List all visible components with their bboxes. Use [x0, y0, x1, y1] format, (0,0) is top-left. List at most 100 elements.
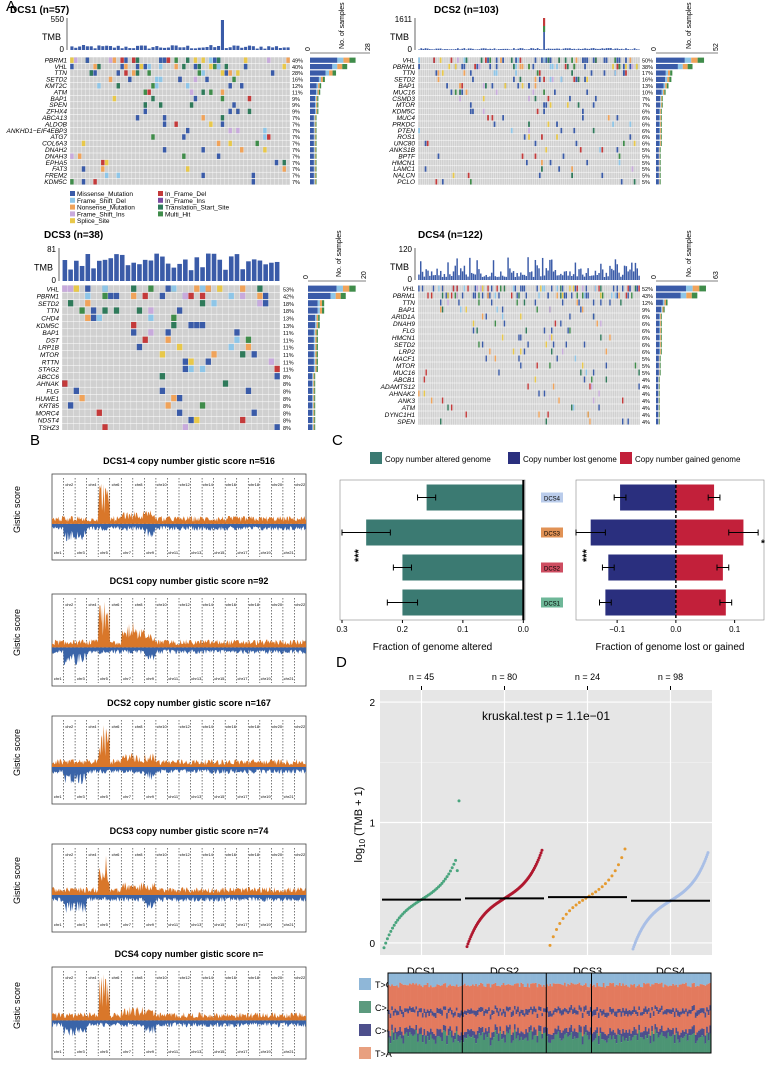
gene-label: MUC16 — [393, 370, 415, 377]
sig-stack-segment — [646, 973, 649, 984]
d-point — [539, 851, 543, 855]
sig-stack-segment — [702, 984, 705, 1009]
mutation-cell — [165, 402, 171, 409]
sig-stack-segment — [670, 1014, 673, 1031]
sig-stack-segment — [644, 1006, 647, 1012]
sig-stack-segment — [476, 1038, 479, 1053]
gene-freq-bar — [330, 292, 336, 299]
sig-stack-segment — [534, 982, 537, 1009]
sig-stack-segment — [507, 1027, 510, 1034]
tmb-bar — [137, 264, 142, 281]
gene-freq-bar — [322, 307, 325, 314]
sig-stack-segment — [617, 1028, 620, 1035]
sig-stack-segment — [408, 1032, 411, 1053]
gene-label: HMCN1 — [392, 160, 415, 167]
mutation-cell — [441, 70, 444, 76]
mutation-cell — [216, 153, 221, 159]
sig-stack-segment — [394, 1012, 397, 1028]
mutation-cell — [232, 102, 236, 108]
sig-stack-segment — [585, 1010, 587, 1025]
mutation-cell — [500, 285, 502, 292]
gene-freq-bar — [314, 115, 316, 121]
sig-stack-segment — [402, 984, 405, 1012]
mutation-cell — [182, 292, 189, 300]
mutation-cell — [527, 383, 529, 390]
tmb-bar — [469, 48, 472, 50]
sig-stack-segment — [410, 973, 413, 985]
sig-stack-segment — [630, 1033, 633, 1041]
d-point — [590, 892, 594, 896]
gene-freq-bar — [314, 179, 316, 185]
mutation-cell — [201, 89, 205, 95]
mutation-cell — [583, 341, 586, 348]
mutation-cell — [158, 57, 163, 63]
gene-freq-bar — [659, 134, 661, 140]
tmb-bar — [114, 254, 119, 281]
gene-label: TTN — [402, 70, 415, 77]
sig-stack-segment — [591, 1011, 594, 1017]
mutation-cell — [584, 57, 586, 63]
sig-stack-segment — [502, 983, 505, 1009]
gene-freq-bar — [308, 380, 313, 387]
mutation-cell — [565, 292, 568, 299]
sig-stack-segment — [675, 984, 678, 1009]
c-tick-label: 0.1 — [457, 625, 469, 634]
sig-stack-segment — [694, 1043, 697, 1053]
sig-stack-segment — [646, 1038, 649, 1053]
sig-stack-segment — [533, 983, 536, 1007]
mutation-cell — [79, 307, 85, 314]
gene-percent: 4% — [642, 413, 650, 419]
gene-freq-bar — [656, 128, 660, 134]
gene-freq-bar — [315, 147, 317, 153]
tmb-bar — [614, 48, 617, 50]
mutation-cell — [147, 89, 151, 95]
mutation-cell — [558, 166, 561, 172]
sig-stack-segment — [544, 986, 547, 1009]
sig-stack-segment — [421, 987, 424, 1014]
tmb-bar — [427, 270, 429, 280]
sig-stack-segment — [578, 982, 581, 1006]
gene-freq-bar — [687, 64, 693, 70]
sig-stack-segment — [460, 1010, 463, 1016]
tmb-bar — [505, 276, 507, 280]
sig-stack-segment — [402, 973, 405, 985]
sig-stack-segment — [683, 973, 686, 984]
d-point — [450, 866, 454, 870]
mutation-cell — [124, 57, 128, 63]
gene-freq-bar — [659, 179, 661, 185]
sig-stack-segment — [518, 1011, 521, 1017]
mutation-cell — [481, 341, 484, 348]
chromosome-label: chr20 — [272, 602, 283, 607]
chromosome-label: chr1 — [54, 922, 63, 927]
mutation-cell — [538, 390, 540, 397]
sig-stack-segment — [627, 1016, 629, 1033]
mutation-cell — [627, 285, 629, 292]
gene-freq-bar — [660, 355, 661, 362]
chromosome-label: chr22 — [295, 852, 306, 857]
mutation-cell — [510, 127, 513, 134]
tmb-bar — [603, 48, 606, 50]
sig-stack-segment — [552, 1039, 555, 1053]
gene-percent: 13% — [283, 324, 294, 330]
mutation-cell — [489, 63, 492, 70]
sig-stack-segment — [400, 973, 403, 984]
sig-stack-segment — [552, 983, 555, 1011]
mutation-cell — [155, 76, 159, 83]
sig-stack-segment — [667, 973, 670, 987]
mutation-cell — [515, 63, 517, 70]
sig-stack-segment — [413, 984, 416, 1010]
gene-freq-bar — [660, 313, 661, 320]
mutation-cell — [585, 292, 588, 299]
tmb-bar — [491, 49, 494, 50]
sig-stack-segment — [512, 1015, 515, 1033]
gene-freq-bar — [308, 373, 313, 380]
mutation-cell — [629, 57, 632, 63]
sig-stack-segment — [459, 973, 461, 987]
mutation-cell — [189, 102, 194, 108]
mutation-cell — [197, 70, 202, 76]
sig-stack-segment — [618, 973, 621, 983]
mutation-cell — [128, 76, 132, 83]
mutation-cell — [102, 424, 108, 430]
mutation-cell — [240, 351, 246, 358]
tmb-bar — [186, 45, 190, 50]
